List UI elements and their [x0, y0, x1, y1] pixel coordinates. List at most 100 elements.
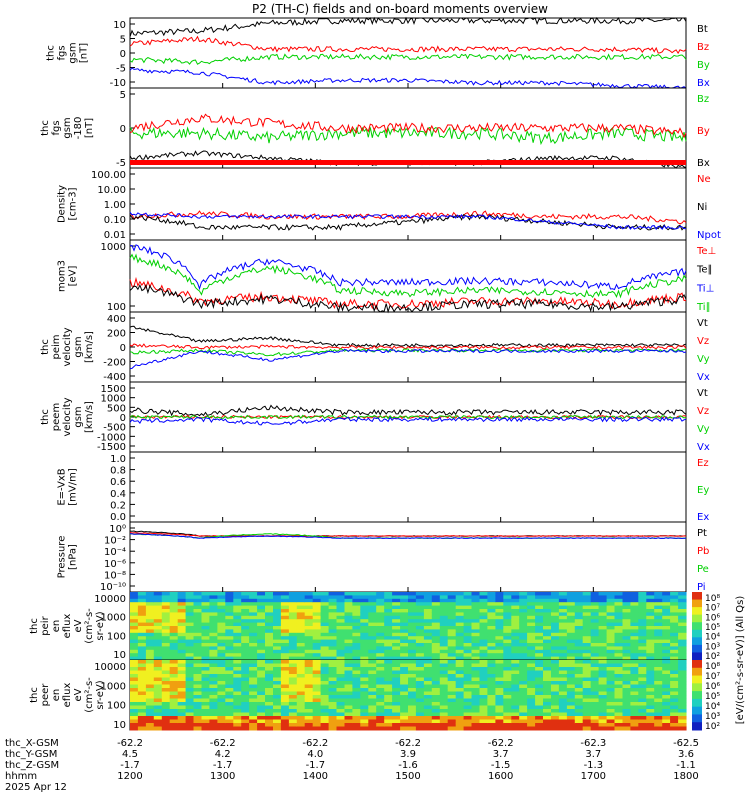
heatmap-cell	[519, 639, 528, 644]
heatmap-cell	[479, 643, 488, 647]
heatmap-cell	[249, 605, 258, 610]
ytick-label: 0.4	[110, 489, 126, 500]
heatmap-cell	[296, 660, 306, 664]
heatmap-cell	[161, 677, 171, 682]
heatmap-cell	[209, 663, 218, 668]
heatmap-cell	[296, 649, 306, 654]
heatmap-cell	[161, 726, 171, 731]
heatmap-cell	[169, 656, 179, 661]
heatmap-cell	[225, 667, 234, 671]
heatmap-cell	[328, 716, 338, 720]
heatmap-cell	[638, 702, 647, 706]
heatmap-cell	[646, 677, 655, 682]
heatmap-cell	[678, 688, 687, 692]
heatmap-cell	[582, 698, 592, 703]
heatmap-cell	[622, 615, 631, 620]
heatmap-cell	[551, 643, 560, 647]
heatmap-cell	[662, 598, 671, 603]
heatmap-cell	[209, 629, 218, 634]
heatmap-cell	[145, 639, 155, 644]
heatmap-cell	[185, 684, 195, 689]
heatmap-cell	[344, 726, 353, 731]
heatmap-cell	[368, 602, 377, 607]
heatmap-cell	[241, 622, 250, 627]
heatmap-cell	[670, 653, 679, 658]
heatmap-cell	[130, 636, 139, 641]
ytick-label: 100.00	[91, 170, 126, 181]
heatmap-cell	[479, 629, 488, 634]
heatmap-cell	[344, 688, 353, 692]
heatmap-cell	[368, 723, 377, 727]
heatmap-cell	[177, 643, 187, 647]
heatmap-cell	[360, 615, 369, 620]
heatmap-cell	[296, 605, 306, 610]
heatmap-cell	[646, 622, 655, 627]
heatmap-cell	[225, 691, 234, 696]
heatmap-cell	[360, 629, 369, 634]
series-By	[129, 113, 687, 139]
heatmap-cell	[217, 702, 226, 706]
heatmap-cell	[654, 643, 663, 647]
colorbar-step	[692, 706, 702, 715]
colorbar-step	[692, 644, 702, 653]
heatmap-cell	[678, 702, 687, 706]
heatmap-cell	[630, 636, 639, 641]
heatmap-cell	[130, 592, 139, 596]
heatmap-cell	[368, 653, 377, 658]
heatmap-cell	[543, 723, 552, 727]
heatmap-cell	[646, 612, 655, 617]
heatmap-cell	[431, 702, 441, 706]
heatmap-cell	[551, 656, 560, 661]
heatmap-cell	[455, 636, 465, 641]
heatmap-cell	[344, 643, 353, 647]
heatmap-cell	[288, 702, 298, 706]
heatmap-cell	[257, 592, 266, 596]
heatmap-cell	[296, 653, 306, 658]
heatmap-cell	[543, 632, 552, 637]
heatmap-cell	[519, 656, 528, 661]
heatmap-cell	[638, 609, 647, 613]
heatmap-cell	[145, 716, 155, 720]
colorbar-step	[692, 660, 702, 669]
heatmap-cell	[280, 639, 290, 644]
heatmap-cell	[201, 719, 210, 724]
heatmap-cell	[614, 688, 623, 692]
legend-Ne: Ne	[697, 174, 711, 185]
heatmap-cell	[145, 702, 155, 706]
heatmap-cell	[265, 598, 274, 603]
heatmap-cell	[336, 716, 345, 720]
heatmap-cell	[328, 698, 338, 703]
heatmap-cell	[209, 649, 218, 654]
heatmap-cell	[201, 602, 210, 607]
legend-Vt: Vt	[697, 318, 708, 329]
heatmap-cell	[161, 698, 171, 703]
heatmap-cell	[185, 636, 195, 641]
heatmap-cell	[249, 622, 258, 627]
heatmap-cell	[519, 719, 528, 724]
heatmap-cell	[376, 626, 385, 630]
heatmap-cell	[630, 674, 639, 678]
ytick-label: 100	[107, 631, 126, 642]
heatmap-cell	[654, 595, 663, 600]
heatmap-cell	[622, 622, 631, 627]
heatmap-cell	[543, 656, 552, 661]
ylabel-line: thc	[40, 409, 51, 425]
heatmap-cell	[137, 615, 147, 620]
heatmap-cell	[392, 609, 401, 613]
heatmap-cell	[217, 615, 226, 620]
heatmap-cell	[646, 698, 655, 703]
heatmap-cell	[161, 626, 171, 630]
heatmap-cell	[415, 609, 425, 613]
heatmap-cell	[511, 705, 520, 710]
heatmap-cell	[535, 674, 544, 678]
heatmap-cell	[423, 626, 433, 630]
heatmap-cell	[598, 677, 608, 682]
heatmap-cell	[352, 695, 361, 699]
heatmap-cell	[328, 712, 338, 717]
heatmap-cell	[654, 719, 663, 724]
heatmap-cell	[408, 677, 417, 682]
heatmap-cell	[479, 622, 488, 627]
heatmap-cell	[328, 592, 338, 596]
heatmap-cell	[630, 677, 639, 682]
